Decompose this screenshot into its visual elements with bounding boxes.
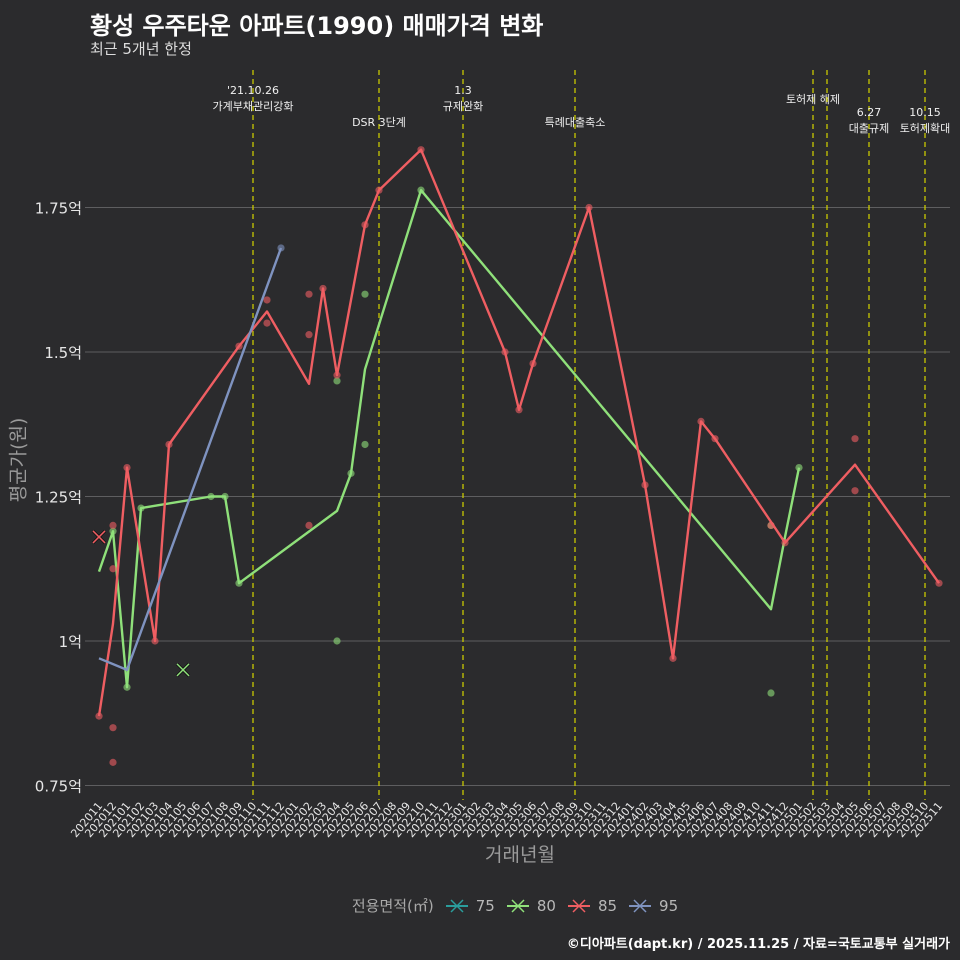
data-point-85 bbox=[515, 406, 523, 414]
data-point-85 bbox=[697, 417, 705, 425]
legend-label-95: 95 bbox=[659, 896, 679, 915]
data-point-85 bbox=[109, 758, 117, 766]
data-point-85 bbox=[767, 521, 775, 530]
data-point-85 bbox=[781, 539, 789, 547]
data-point-85 bbox=[235, 342, 243, 350]
data-point-80 bbox=[767, 689, 775, 697]
data-point-85 bbox=[319, 284, 327, 293]
event-label: 1.3 규제완화 bbox=[443, 84, 483, 113]
event-label: 특례대출축소 bbox=[545, 116, 606, 129]
data-point-80 bbox=[221, 492, 229, 501]
legend-key-80-icon bbox=[506, 898, 529, 913]
data-point-85 bbox=[109, 521, 117, 530]
event-label: 10.15 토허제확대 bbox=[900, 106, 951, 135]
source-caption: ©디아파트(dapt.kr) / 2025.11.25 / 자료=국토교통부 실… bbox=[566, 937, 950, 952]
data-point-80 bbox=[333, 637, 341, 645]
series-line-95 bbox=[98, 247, 283, 672]
event-label: '21.10.26 가계부채관리강화 bbox=[213, 84, 294, 113]
legend-key-85-icon bbox=[567, 898, 590, 913]
data-point-80 bbox=[235, 579, 243, 587]
data-point-85 bbox=[711, 435, 719, 443]
y-tick-label: 1.75억 bbox=[35, 200, 82, 218]
data-point-80 bbox=[361, 440, 369, 449]
legend-title: 전용면적(㎡) bbox=[351, 897, 434, 915]
data-point-80 bbox=[109, 527, 117, 535]
cross-marker-85 bbox=[91, 529, 107, 545]
data-point-95 bbox=[277, 244, 285, 252]
data-point-85 bbox=[95, 712, 103, 720]
data-point-85 bbox=[333, 371, 341, 379]
chart-subtitle: 최근 5개년 한정 bbox=[90, 40, 192, 58]
data-point-85 bbox=[263, 319, 271, 327]
legend-key-95-icon bbox=[629, 898, 652, 913]
data-point-85 bbox=[305, 290, 313, 298]
data-point-85 bbox=[109, 565, 117, 573]
legend-item-95: 95 bbox=[627, 897, 678, 915]
legend-label-85: 85 bbox=[597, 896, 618, 915]
data-point-85 bbox=[109, 724, 117, 732]
data-point-80 bbox=[123, 683, 131, 691]
data-point-85 bbox=[361, 221, 369, 229]
data-point-85 bbox=[165, 440, 173, 449]
series-line-85 bbox=[97, 148, 940, 717]
legend-label-75: 75 bbox=[475, 896, 495, 915]
event-label: 토허제 해제 bbox=[786, 92, 840, 106]
data-point-80 bbox=[795, 464, 803, 472]
data-point-85 bbox=[151, 637, 159, 645]
data-point-85 bbox=[375, 186, 383, 194]
legend-item-85: 85 bbox=[566, 897, 617, 915]
data-point-80 bbox=[417, 186, 425, 194]
data-point-85 bbox=[123, 464, 131, 472]
legend-item-75: 75 bbox=[444, 897, 495, 915]
series-line-80 bbox=[97, 188, 801, 689]
data-point-85 bbox=[669, 654, 677, 662]
legend: 전용면적(㎡) 75 80 85 95 bbox=[0, 895, 960, 916]
data-point-85 bbox=[305, 521, 313, 530]
legend-key-75-icon bbox=[445, 898, 468, 913]
y-tick-label: 1.5억 bbox=[44, 344, 82, 362]
event-label: 6.27 대출규제 bbox=[849, 106, 889, 135]
y-tick-label: 0.75억 bbox=[35, 778, 82, 796]
data-point-85 bbox=[641, 481, 649, 489]
y-tick-label: 1.25억 bbox=[35, 489, 82, 507]
data-point-85 bbox=[305, 331, 313, 339]
data-point-85 bbox=[585, 203, 593, 212]
data-point-80 bbox=[361, 290, 369, 298]
data-point-80 bbox=[207, 492, 215, 501]
chart-title: 황성 우주타운 아파트(1990) 매매가격 변화 bbox=[90, 12, 544, 40]
data-point-80 bbox=[333, 377, 341, 385]
legend-label-80: 80 bbox=[536, 896, 556, 915]
x-axis-title: 거래년월 bbox=[485, 844, 555, 866]
y-axis-title: 평균가(원) bbox=[7, 417, 30, 503]
data-point-85 bbox=[501, 348, 509, 356]
data-point-85 bbox=[417, 146, 425, 154]
cross-marker-80 bbox=[175, 662, 191, 677]
y-tick-label: 1억 bbox=[59, 633, 82, 651]
data-point-80 bbox=[137, 504, 145, 512]
event-label: DSR 3단계 bbox=[352, 116, 406, 129]
data-point-80 bbox=[347, 469, 355, 477]
data-point-85 bbox=[263, 296, 271, 304]
legend-item-80: 80 bbox=[505, 897, 556, 915]
data-point-85 bbox=[529, 359, 537, 368]
y-axis-title-box: 평균가(원) bbox=[2, 400, 32, 520]
data-point-85 bbox=[851, 435, 859, 443]
data-point-85 bbox=[851, 487, 859, 495]
data-point-85 bbox=[935, 579, 943, 587]
